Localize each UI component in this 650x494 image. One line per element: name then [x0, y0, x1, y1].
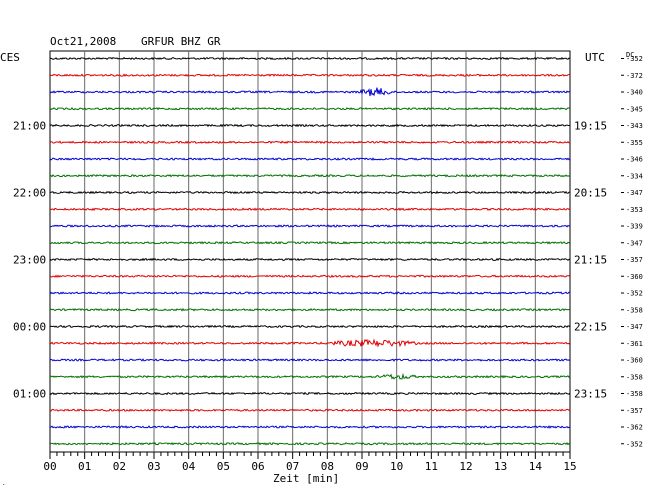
x-tick-label: 00	[43, 460, 56, 473]
trace-line	[49, 190, 571, 195]
dc-offset-label: -347	[626, 189, 643, 197]
dc-offset-label: -345	[626, 105, 643, 113]
seismic-traces	[49, 56, 571, 446]
trace-line	[49, 408, 571, 412]
x-tick-label: 09	[355, 460, 368, 473]
dc-offset-label: -360	[626, 273, 643, 281]
trace-line	[49, 358, 571, 362]
trace-line	[49, 106, 571, 111]
x-tick-label: 04	[182, 460, 196, 473]
trace-line	[49, 425, 571, 429]
dc-offset-label: -361	[626, 340, 643, 348]
x-axis-label: Zeit [min]	[273, 472, 339, 485]
x-tick-label: 06	[251, 460, 264, 473]
dc-offset-label: -352	[626, 440, 643, 448]
trace-line	[49, 391, 571, 396]
trace-line	[49, 274, 571, 279]
trace-line	[49, 157, 571, 161]
trace-line	[49, 207, 571, 212]
right-time-labels: 19:15 20:15 21:15 22:15 23:15	[574, 120, 607, 401]
right-time-label: 19:15	[574, 120, 607, 133]
trace-line	[49, 140, 571, 145]
corner-mark: .	[2, 480, 6, 487]
x-tick-label: 13	[494, 460, 507, 473]
trace-line	[49, 87, 571, 97]
dc-offset-label: -362	[626, 424, 643, 432]
x-tick-label: 10	[390, 460, 403, 473]
trace-line	[49, 257, 571, 262]
trace-line	[50, 224, 571, 228]
x-tick-label: 07	[286, 460, 299, 473]
trace-line	[49, 291, 571, 295]
dc-offset-label: -360	[626, 357, 643, 365]
trace-line	[49, 56, 571, 61]
dc-offset-heading: DC	[626, 51, 634, 59]
minute-gridlines	[84, 51, 536, 452]
trace-line	[49, 73, 571, 78]
dc-offset-label: -346	[626, 156, 643, 164]
right-timezone-label: UTC	[585, 51, 605, 64]
right-time-label: 21:15	[574, 254, 607, 267]
dc-offset-label: -347	[626, 323, 643, 331]
trace-line	[49, 338, 571, 348]
right-time-label: 23:15	[574, 388, 607, 401]
left-time-label: 21:00	[13, 120, 46, 133]
x-tick-label: 08	[321, 460, 334, 473]
trace-line	[49, 372, 571, 380]
left-time-labels: 21:00 22:00 23:00 00:00 01:00	[13, 120, 46, 401]
dc-offset-label: -358	[626, 306, 643, 314]
x-axis: 00 01 02 03 04 05 06 07 08 09 10 11 12 13 14 15	[43, 452, 577, 473]
x-tick-label: 05	[217, 460, 230, 473]
dc-offset-label: -358	[626, 390, 643, 398]
dc-offset-label: -334	[626, 172, 643, 180]
trace-line	[49, 307, 571, 312]
x-tick-label: 02	[113, 460, 126, 473]
dc-offset-label: -357	[626, 407, 643, 415]
right-time-label: 20:15	[574, 187, 607, 200]
trace-line	[49, 324, 571, 329]
dc-offset-label: -357	[626, 256, 643, 264]
left-time-label: 23:00	[13, 254, 46, 267]
trace-line	[49, 174, 571, 178]
dc-offset-label: -352	[626, 290, 643, 298]
plot-frame	[49, 50, 571, 453]
dc-offset-label: -355	[626, 139, 643, 147]
dc-offset-labels: -352 -372 -340 -345 -343 -355 -346 -334 -347 -353…	[621, 55, 643, 448]
dc-offset-label: -353	[626, 206, 643, 214]
chart-date: Oct21,2008	[50, 35, 116, 48]
left-time-label: 00:00	[13, 321, 46, 334]
dc-offset-label: -347	[626, 239, 643, 247]
dc-offset-label: -358	[626, 373, 643, 381]
trace-line	[49, 442, 571, 446]
right-time-label: 22:15	[574, 321, 607, 334]
dc-offset-label: -340	[626, 89, 643, 97]
x-tick-label: 11	[425, 460, 438, 473]
x-tick-label: 03	[147, 460, 160, 473]
dc-offset-label: -352	[626, 55, 643, 63]
dc-offset-label: -372	[626, 72, 643, 80]
dc-offset-label: -339	[626, 223, 643, 231]
trace-line	[49, 123, 571, 128]
x-tick-label: 01	[78, 460, 91, 473]
chart-station: GRFUR BHZ GR	[141, 35, 221, 48]
x-tick-label: 12	[459, 460, 472, 473]
trace-line	[49, 240, 571, 245]
left-timezone-label: CES	[0, 51, 20, 64]
x-tick-label: 15	[563, 460, 576, 473]
left-time-label: 22:00	[13, 187, 46, 200]
dc-offset-label: -343	[626, 122, 643, 130]
left-time-label: 01:00	[13, 388, 46, 401]
x-tick-label: 14	[529, 460, 543, 473]
